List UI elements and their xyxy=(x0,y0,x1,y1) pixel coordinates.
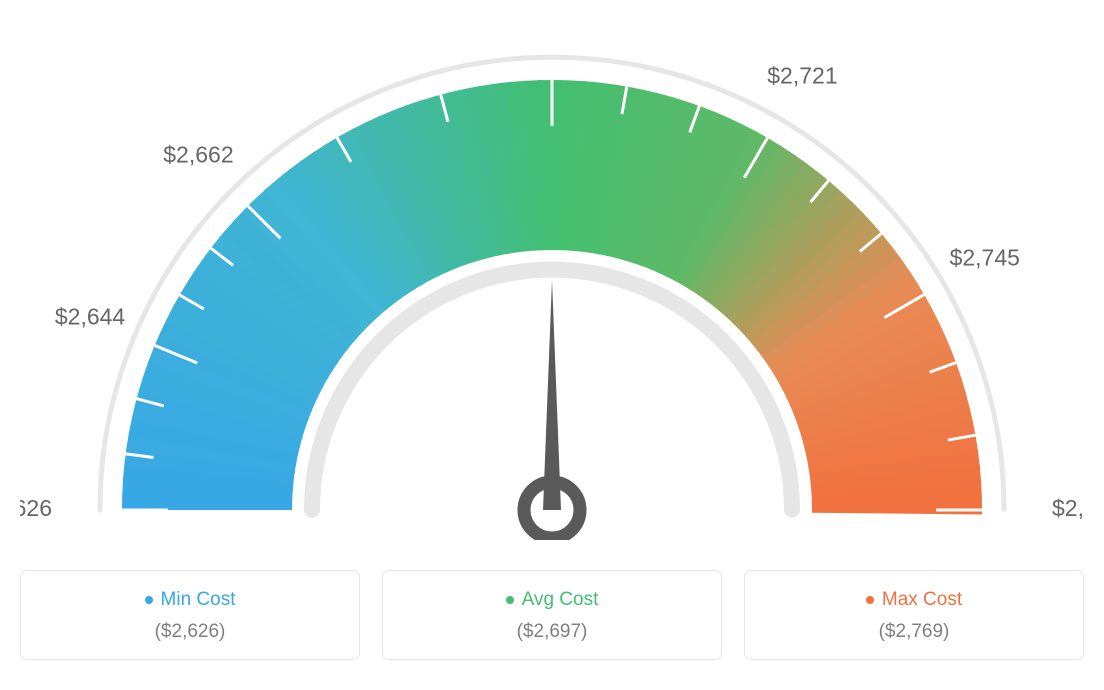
svg-text:$2,644: $2,644 xyxy=(55,304,126,330)
gauge-chart: $2,626 $2,644 $2,662 $2,697 $2,721 $2,745 $2,7… xyxy=(20,20,1084,540)
legend-label-max: Max Cost xyxy=(882,589,962,611)
legend-card-avg: Avg Cost ($2,697) xyxy=(382,570,722,660)
svg-text:$2,769: $2,769 xyxy=(1052,495,1084,521)
legend-value-min: ($2,626) xyxy=(41,621,339,643)
svg-text:$2,626: $2,626 xyxy=(20,495,52,521)
svg-text:$2,745: $2,745 xyxy=(950,245,1020,271)
legend-label-min: Min Cost xyxy=(161,589,236,611)
legend-title-avg: Avg Cost xyxy=(506,589,599,611)
legend-value-max: ($2,769) xyxy=(765,621,1063,643)
legend-dot-min xyxy=(145,596,153,604)
legend-row: Min Cost ($2,626) Avg Cost ($2,697) Max … xyxy=(20,570,1084,660)
svg-text:$2,721: $2,721 xyxy=(767,62,837,88)
gauge-svg: $2,626 $2,644 $2,662 $2,697 $2,721 $2,745 $2,7… xyxy=(20,20,1084,540)
legend-dot-avg xyxy=(506,596,514,604)
legend-dot-max xyxy=(866,596,874,604)
legend-title-max: Max Cost xyxy=(866,589,962,611)
legend-card-max: Max Cost ($2,769) xyxy=(744,570,1084,660)
legend-card-min: Min Cost ($2,626) xyxy=(20,570,360,660)
svg-text:$2,697: $2,697 xyxy=(517,20,587,21)
legend-title-min: Min Cost xyxy=(145,589,236,611)
svg-text:$2,662: $2,662 xyxy=(163,142,233,168)
legend-value-avg: ($2,697) xyxy=(403,621,701,643)
legend-label-avg: Avg Cost xyxy=(522,589,599,611)
